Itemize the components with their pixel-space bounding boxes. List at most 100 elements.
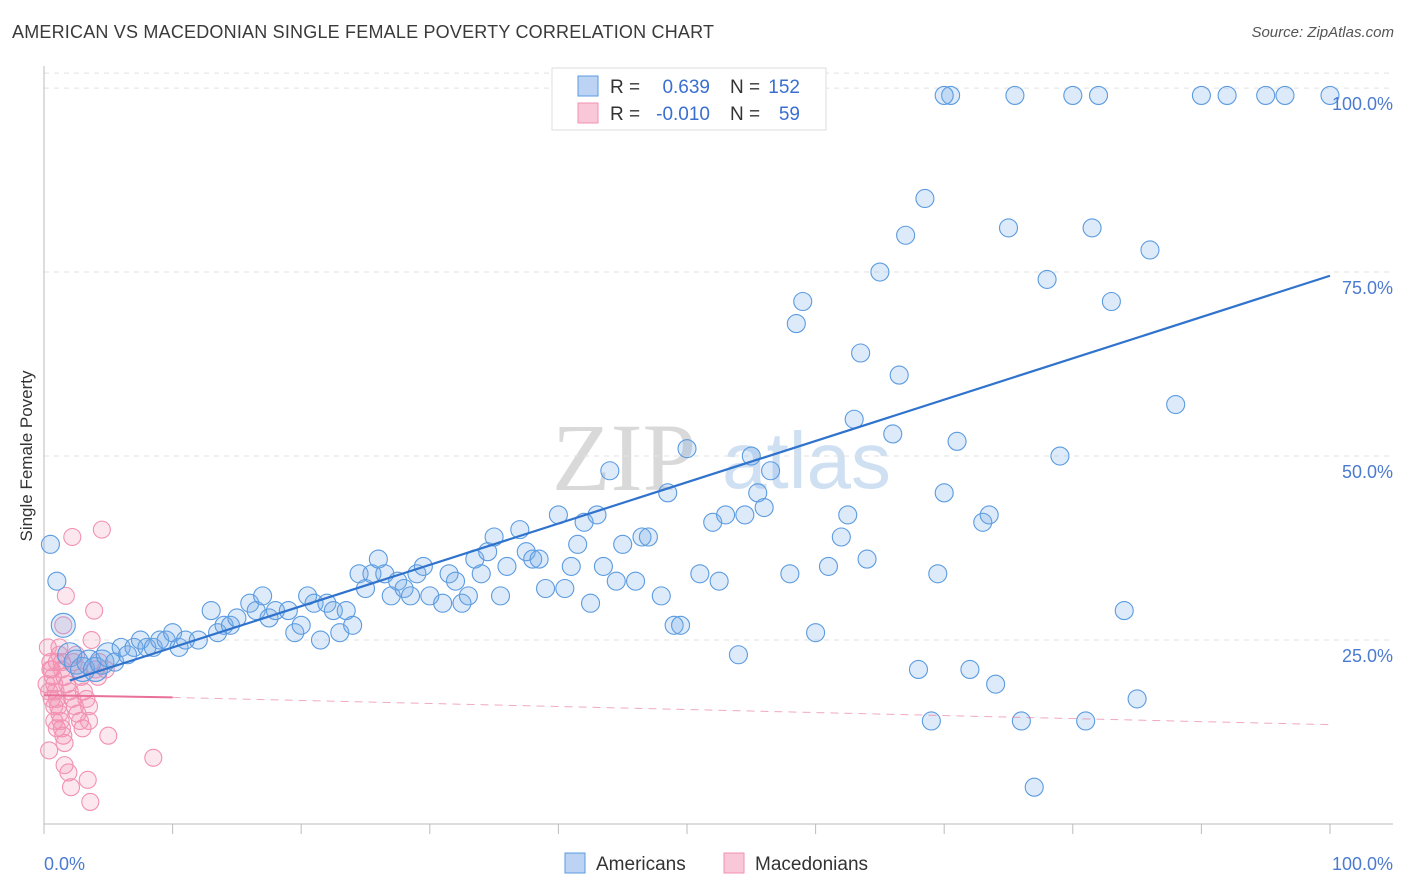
y-tick-label-3: 100.0%: [1332, 94, 1393, 114]
axes: [43, 66, 1393, 834]
americans-point-125: [979, 505, 999, 525]
americans-point-136: [1088, 85, 1109, 105]
americans-point-140: [1140, 240, 1160, 260]
americans-point-115: [896, 225, 916, 245]
americans-point-138: [1114, 601, 1134, 621]
x-tick-min: 0.0%: [44, 854, 85, 874]
y-axis-label: Single Female Poverty: [17, 370, 36, 542]
macedonians-point-42: [50, 645, 69, 664]
americans-point-128: [1005, 85, 1025, 105]
americans-point-117: [915, 188, 935, 209]
americans-point-86: [651, 586, 671, 606]
americans-point-71: [535, 578, 556, 599]
legend-n-label-macedonians: N =: [730, 104, 760, 125]
americans-point-96: [735, 505, 755, 525]
americans-point-110: [851, 343, 871, 363]
macedonians-point-10: [52, 719, 72, 738]
legend-n-value-americans: 152: [768, 77, 800, 98]
y-tick-label-2: 75.0%: [1342, 278, 1393, 298]
legend-r-value-americans: 0.639: [662, 77, 710, 98]
americans-point-62: [471, 564, 491, 584]
watermark-zip: ZIP: [552, 404, 696, 511]
americans-point-30: [253, 586, 273, 606]
americans-point-31: [259, 608, 279, 628]
americans-point-132: [1050, 446, 1070, 466]
trend-lines: [43, 274, 1331, 726]
macedonians-point-27: [56, 586, 75, 605]
macedonians-point-41: [47, 719, 66, 738]
bottom-legend-americans: Americans: [596, 854, 686, 875]
americans-point-111: [857, 549, 877, 569]
bottom-legend: Americans Macedonians: [564, 852, 868, 875]
americans-point-51: [394, 578, 414, 599]
americans-point-129: [1011, 711, 1031, 731]
americans-point-141: [1166, 394, 1186, 415]
americans-point-2: [50, 612, 76, 638]
y-tick-label-1: 50.0%: [1342, 462, 1393, 482]
americans-point-57: [439, 564, 459, 584]
americans-points: [40, 85, 1340, 797]
americans-trend-line: [69, 274, 1331, 682]
americans-point-116: [908, 659, 929, 680]
bottom-legend-macedonians: Macedonians: [755, 854, 868, 875]
americans-point-123: [960, 659, 980, 680]
americans-point-121: [941, 85, 961, 105]
americans-point-94: [716, 505, 736, 525]
macedonians-point-39: [42, 689, 61, 708]
americans-point-106: [818, 556, 839, 576]
americans-point-73: [555, 578, 575, 599]
watermark-atlas: atlas: [722, 416, 891, 505]
americans-point-59: [452, 593, 472, 613]
americans-point-139: [1127, 689, 1147, 709]
americans-point-142: [1191, 85, 1211, 105]
americans-point-75: [568, 534, 588, 554]
macedonians-point-44: [55, 756, 74, 775]
americans-point-56: [433, 593, 453, 613]
macedonians-point-49: [85, 601, 104, 620]
americans-point-137: [1101, 291, 1121, 312]
americans-point-127: [998, 218, 1019, 238]
americans-point-131: [1037, 269, 1057, 289]
americans-point-66: [497, 556, 517, 576]
americans-point-43: [343, 615, 363, 635]
bottom-legend-swatch-macedonians: [723, 852, 745, 874]
legend-n-label-americans: N =: [730, 77, 760, 98]
macedonians-point-25: [73, 719, 92, 738]
watermark: ZIP atlas: [552, 404, 891, 511]
americans-point-134: [1076, 711, 1096, 731]
americans-point-77: [580, 593, 601, 613]
americans-point-89: [671, 615, 691, 635]
americans-point-35: [291, 615, 311, 635]
macedonians-point-57: [144, 748, 163, 767]
americans-point-104: [793, 291, 813, 312]
macedonians-point-13: [40, 741, 59, 760]
americans-point-90: [677, 439, 697, 459]
americans-point-95: [728, 645, 748, 665]
legend: R = 0.639 N = 152 R = -0.010 N = 59: [551, 67, 827, 131]
x-tick-max: 100.0%: [1332, 854, 1393, 874]
americans-point-84: [632, 527, 652, 547]
americans-point-82: [613, 534, 633, 554]
americans-point-133: [1063, 85, 1083, 105]
americans-point-64: [484, 527, 504, 547]
macedonians-point-35: [77, 689, 96, 708]
macedonians-point-36: [79, 697, 99, 716]
americans-point-119: [928, 564, 948, 584]
americans-point-87: [658, 483, 678, 503]
macedonians-point-16: [50, 638, 69, 657]
americans-point-107: [831, 527, 851, 547]
chart-title: AMERICAN VS MACEDONIAN SINGLE FEMALE POV…: [12, 22, 715, 42]
gridlines: [44, 72, 1393, 641]
americans-point-124: [973, 512, 993, 532]
americans-point-88: [664, 615, 684, 635]
americans-point-114: [889, 365, 909, 385]
legend-r-label-macedonians: R =: [610, 104, 640, 125]
americans-point-113: [883, 424, 903, 444]
americans-point-69: [523, 549, 543, 569]
macedonians-point-58: [41, 660, 60, 679]
americans-point-112: [870, 262, 890, 282]
source-label: Source: ZipAtlas.com: [1251, 24, 1394, 41]
americans-point-118: [921, 711, 941, 731]
macedonians-point-29: [61, 778, 81, 797]
